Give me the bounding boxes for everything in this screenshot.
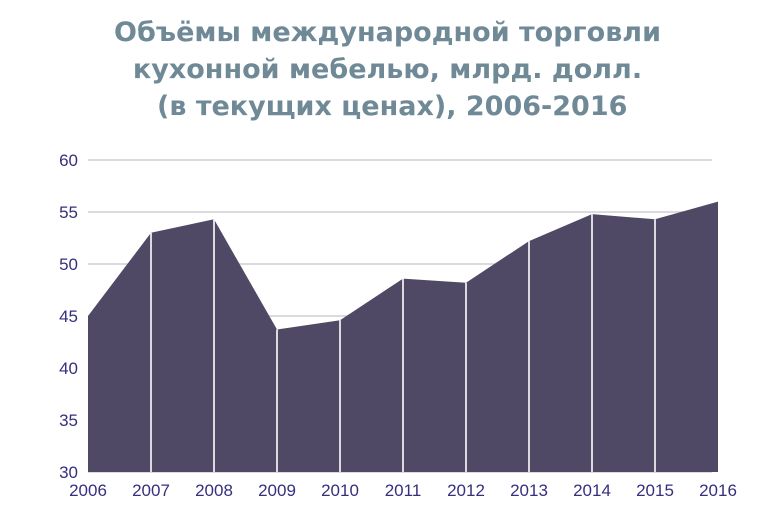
y-tick-label-35: 35 — [59, 411, 78, 430]
year-separators — [87, 201, 719, 472]
y-tick-label-55: 55 — [59, 203, 78, 222]
chart-title-line-3: (в текущих ценах), 2006-2016 — [147, 91, 628, 122]
x-tick-label-2009: 2009 — [258, 481, 296, 500]
y-axis-labels: 60 55 50 45 40 35 30 — [59, 151, 78, 482]
x-axis-labels: 2006 2007 2008 2009 2010 2011 2012 2013 2014 2015… — [69, 481, 737, 500]
x-tick-label-2010: 2010 — [321, 481, 359, 500]
x-tick-label-2016: 2016 — [699, 481, 737, 500]
chart-title-line-1: Объёмы международной торговли — [114, 17, 661, 48]
x-tick-label-2008: 2008 — [195, 481, 233, 500]
x-tick-label-2006: 2006 — [69, 481, 107, 500]
x-tick-label-2011: 2011 — [385, 481, 422, 500]
x-tick-label-2014: 2014 — [573, 481, 611, 500]
x-tick-label-2013: 2013 — [510, 481, 548, 500]
x-tick-label-2015: 2015 — [636, 481, 674, 500]
y-tick-label-45: 45 — [59, 307, 78, 326]
x-tick-label-2012: 2012 — [447, 481, 485, 500]
y-tick-label-30: 30 — [59, 463, 78, 482]
y-tick-label-60: 60 — [59, 151, 78, 170]
chart-title: Объёмы международной торговли кухонной м… — [0, 14, 775, 125]
chart-title-line-2: кухонной мебелью, млрд. долл. — [132, 54, 643, 85]
y-tick-label-50: 50 — [59, 255, 78, 274]
x-tick-label-2007: 2007 — [132, 481, 170, 500]
y-tick-label-40: 40 — [59, 359, 78, 378]
